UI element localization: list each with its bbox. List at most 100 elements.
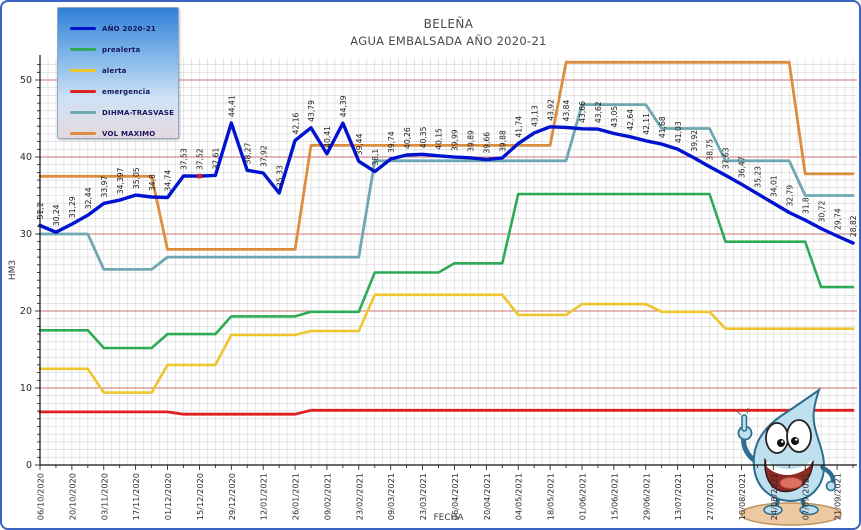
value-label: 40,15 xyxy=(435,128,444,150)
value-label: 40,26 xyxy=(403,127,412,149)
value-label: 38,75 xyxy=(706,139,715,161)
legend-label-dihma-trasvase: DIHMA-TRASVASE xyxy=(102,108,175,117)
value-label: 41,68 xyxy=(658,116,667,138)
x-tick-label-01-12-2020: 01/12/2020 xyxy=(163,473,173,520)
value-label: 38,27 xyxy=(243,142,252,164)
value-label: 39,66 xyxy=(483,132,492,154)
legend-item-emergencia: emergencia xyxy=(70,81,178,102)
x-tick-label-15-12-2020: 15/12/2020 xyxy=(195,473,205,520)
x-tick-label-21-09-2021: 21/09/2021 xyxy=(833,473,843,520)
value-label: 41,03 xyxy=(674,121,683,143)
value-label: 30,24 xyxy=(52,204,61,226)
value-label: 43,05 xyxy=(610,106,619,128)
value-label: 37,63 xyxy=(722,147,731,169)
value-label: 32,44 xyxy=(84,187,93,209)
value-label: 29,74 xyxy=(833,208,842,230)
axes: 0 10 20 30 40 50 06/10/2020 20/10/2020 03/11/202… xyxy=(20,55,857,520)
value-label: 31,8 xyxy=(801,197,810,214)
value-label: 33,97 xyxy=(100,176,109,198)
value-label: 42,11 xyxy=(642,113,651,135)
legend-line-swatch-emergencia xyxy=(70,90,96,93)
highlight-point-marker xyxy=(197,173,202,179)
legend-line-swatch-a-o-2020-21 xyxy=(70,27,96,30)
value-label: 43,62 xyxy=(594,101,603,123)
legend-label-prealerta: prealerta xyxy=(102,45,141,54)
value-label: 34,74 xyxy=(164,170,173,192)
value-label: 43,92 xyxy=(546,99,555,121)
mascot-tongue xyxy=(779,477,803,489)
value-label: 34,397 xyxy=(116,167,125,194)
water-drop-mascot xyxy=(736,387,842,526)
y-tick-label-10: 10 xyxy=(20,383,32,394)
value-label: 35,05 xyxy=(132,167,141,189)
y-axis-title: HM3 xyxy=(8,259,18,281)
series-line-emergencia xyxy=(38,408,855,416)
x-tick-label-04-05-2021: 04/05/2021 xyxy=(514,473,524,520)
value-label: 42,64 xyxy=(626,109,635,131)
series-line-prealerta xyxy=(38,192,855,350)
legend-item-prealerta: prealerta xyxy=(70,39,178,60)
value-label: 30,72 xyxy=(817,201,826,223)
value-label: 31,29 xyxy=(68,196,77,218)
mascot-finger xyxy=(741,414,748,432)
value-label: 35,23 xyxy=(754,166,763,188)
legend-item-vol-maximo: VOL MAXIMO xyxy=(70,123,178,144)
value-label: 39,89 xyxy=(467,130,476,152)
legend-label-vol-maximo: VOL MAXIMO xyxy=(102,129,156,138)
y-tick-label-30: 30 xyxy=(20,229,32,240)
value-label: 35,33 xyxy=(275,165,284,187)
value-label: 42,16 xyxy=(291,112,300,134)
x-tick-label-06-04-2021: 06/04/2021 xyxy=(450,473,460,520)
series-lines xyxy=(38,60,855,416)
value-label: 40,35 xyxy=(419,126,428,148)
x-tick-label-24-08-2021: 24/08/2021 xyxy=(769,473,779,520)
value-label: 28,82 xyxy=(849,215,858,237)
value-label: 31,1 xyxy=(36,202,45,219)
y-tick-label-50: 50 xyxy=(20,75,32,86)
value-label: 39,99 xyxy=(451,129,460,151)
x-tick-label-27-07-2021: 27/07/2021 xyxy=(705,473,715,520)
legend: AÑO 2020-21 prealerta alerta emergencia DIHM… xyxy=(57,7,179,139)
legend-item-a-o-2020-21: AÑO 2020-21 xyxy=(70,18,178,39)
value-label: 43,13 xyxy=(530,105,539,127)
value-label: 40,41 xyxy=(323,126,332,148)
x-tick-label-09-02-2021: 09/02/2021 xyxy=(322,473,332,520)
value-label: 38,1 xyxy=(371,149,380,166)
value-label: 37,53 xyxy=(180,148,189,170)
mascot-eye-left xyxy=(765,422,789,454)
x-tick-label-20-10-2020: 20/10/2020 xyxy=(67,473,77,520)
y-tick-label-20: 20 xyxy=(20,306,32,317)
legend-line-swatch-vol-maximo xyxy=(70,132,96,135)
x-tick-label-13-07-2021: 13/07/2021 xyxy=(673,473,683,520)
x-tick-label-01-06-2021: 01/06/2021 xyxy=(578,473,588,520)
legend-line-swatch-alerta xyxy=(70,69,96,72)
value-label: 43,84 xyxy=(562,100,571,122)
x-tick-label-18-05-2021: 18/05/2021 xyxy=(546,473,556,520)
legend-item-alerta: alerta xyxy=(70,60,178,81)
x-tick-label-29-12-2020: 29/12/2020 xyxy=(227,473,237,520)
x-tick-label-17-11-2020: 17/11/2020 xyxy=(131,473,141,520)
series-line-a-o-2020-21 xyxy=(38,121,855,245)
mascot-eye-right xyxy=(786,419,812,453)
legend-line-swatch-prealerta xyxy=(70,48,96,51)
y-tick-label-40: 40 xyxy=(20,152,32,163)
value-label: 39,44 xyxy=(355,133,364,155)
value-label: 34,8 xyxy=(148,174,157,191)
x-tick-label-03-11-2020: 03/11/2020 xyxy=(99,473,109,520)
value-label: 39,92 xyxy=(690,130,699,152)
x-tick-label-20-04-2021: 20/04/2021 xyxy=(482,473,492,520)
x-tick-label-23-03-2021: 23/03/2021 xyxy=(418,473,428,520)
x-tick-label-12-01-2021: 12/01/2021 xyxy=(259,473,269,520)
series-line-alerta xyxy=(38,293,855,394)
x-tick-label-29-06-2021: 29/06/2021 xyxy=(641,473,651,520)
value-label: 43,66 xyxy=(578,101,587,123)
value-label: 32,79 xyxy=(785,185,794,207)
value-label: 37,92 xyxy=(259,145,268,167)
value-label: 41,74 xyxy=(514,116,523,138)
value-label: 44,39 xyxy=(339,95,348,117)
value-label: 44,41 xyxy=(227,95,236,117)
x-tick-label-26-01-2021: 26/01/2021 xyxy=(291,473,301,520)
legend-item-dihma-trasvase: DIHMA-TRASVASE xyxy=(70,102,178,123)
